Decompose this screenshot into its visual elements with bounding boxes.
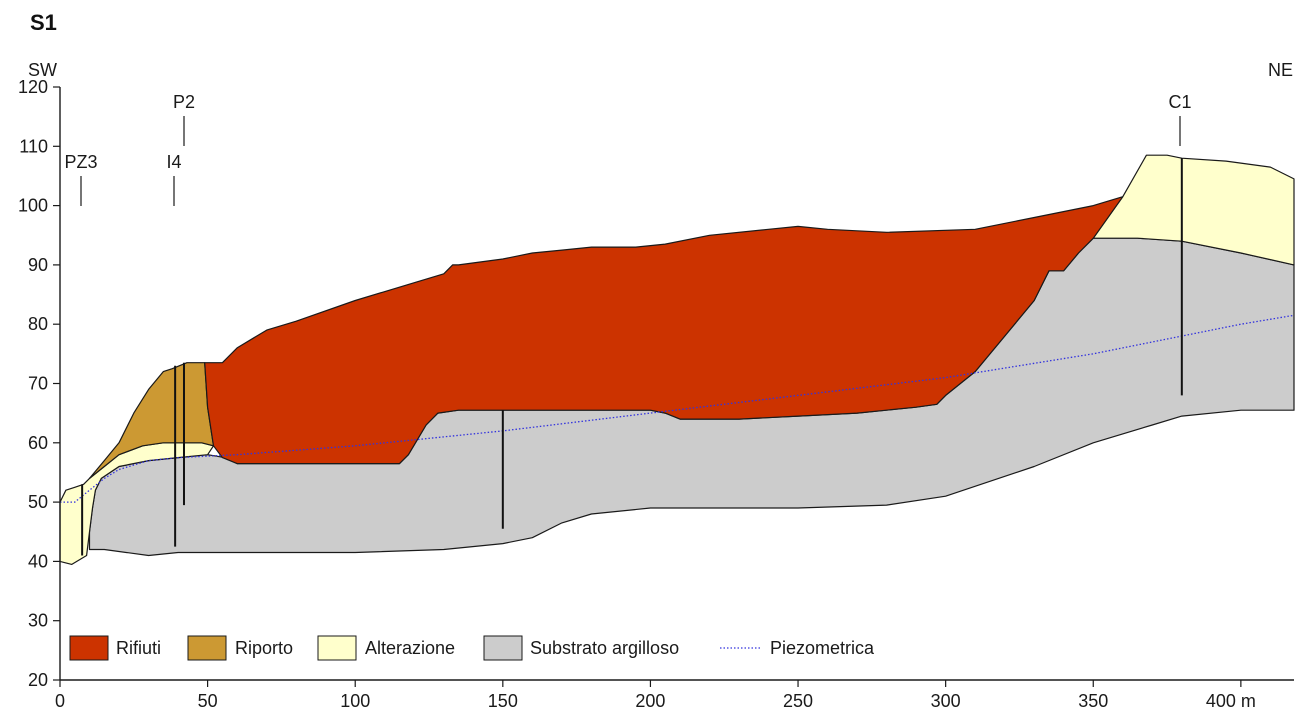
legend: Rifiuti Riporto Alterazione Substrato argil… xyxy=(69,635,875,661)
x-ticks: 0 50 100 150 200 250 300 350 400 m xyxy=(55,680,1256,711)
piezometric-line xyxy=(60,314,1295,503)
y-tick-label: 20 xyxy=(28,670,48,690)
borehole-label-p2: P2 xyxy=(173,92,195,112)
borehole-label-i4: I4 xyxy=(166,152,181,172)
boreholes-group: PZ3 I4 P2 C1 xyxy=(64,92,1192,556)
y-tick-label: 100 xyxy=(18,196,48,216)
y-tick-label: 120 xyxy=(18,77,48,97)
legend-label-rifiuti: Rifiuti xyxy=(116,638,161,658)
x-tick-label: 100 xyxy=(340,691,370,711)
borehole-label-pz3: PZ3 xyxy=(64,152,97,172)
x-tick-label: 150 xyxy=(488,691,518,711)
legend-label-alterazione: Alterazione xyxy=(365,638,455,658)
y-tick-label: 40 xyxy=(28,551,48,571)
legend-label-riporto: Riporto xyxy=(235,638,293,658)
layers-group xyxy=(59,154,1295,565)
borehole-label-c1: C1 xyxy=(1168,92,1191,112)
x-tick-label: 250 xyxy=(783,691,813,711)
orientation-ne: NE xyxy=(1268,60,1293,80)
y-tick-label: 80 xyxy=(28,314,48,334)
legend-swatch-rifiuti xyxy=(69,635,109,661)
legend-swatch-alterazione xyxy=(317,635,357,661)
y-tick-label: 30 xyxy=(28,611,48,631)
legend-label-piezometrica: Piezometrica xyxy=(770,638,875,658)
legend-label-substrato: Substrato argilloso xyxy=(530,638,679,658)
x-tick-label: 0 xyxy=(55,691,65,711)
y-tick-label: 50 xyxy=(28,492,48,512)
legend-swatch-substrato xyxy=(483,635,523,661)
y-tick-label: 110 xyxy=(19,136,48,156)
x-tick-label: 350 xyxy=(1078,691,1108,711)
legend-swatch-riporto xyxy=(187,635,227,661)
section-title: S1 xyxy=(30,10,57,35)
y-tick-label: 90 xyxy=(28,255,48,275)
x-tick-label: 400 m xyxy=(1206,691,1256,711)
orientation-sw: SW xyxy=(28,60,57,80)
x-tick-label: 300 xyxy=(931,691,961,711)
y-tick-label: 60 xyxy=(28,433,48,453)
y-ticks: 20 30 40 50 60 70 80 90 100 110 120 xyxy=(18,77,60,690)
x-tick-label: 50 xyxy=(198,691,218,711)
y-tick-label: 70 xyxy=(28,374,48,394)
axes-group: 20 30 40 50 60 70 80 90 100 110 120 0 50 100 150 200 25… xyxy=(18,77,1294,711)
layer-rifiuti xyxy=(204,196,1124,465)
x-tick-label: 200 xyxy=(635,691,665,711)
